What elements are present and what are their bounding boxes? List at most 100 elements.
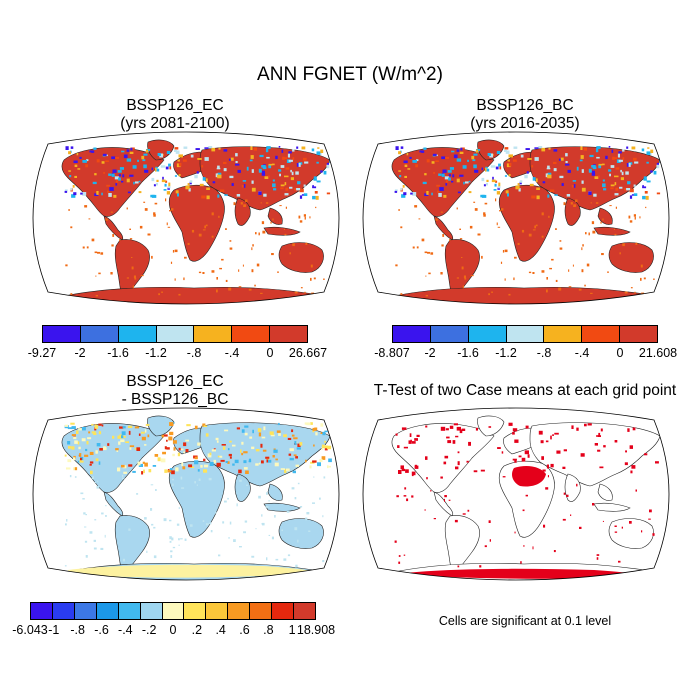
map-cell [261, 172, 266, 176]
map-cell [573, 184, 576, 188]
map-cell [91, 150, 95, 153]
map-cell [563, 449, 567, 452]
map-cell [208, 146, 213, 149]
map-cell [167, 186, 171, 189]
map-cell [236, 503, 238, 507]
map-cell [122, 477, 125, 480]
map-cell [412, 160, 417, 163]
map-cell [253, 147, 257, 151]
map-cell [221, 258, 224, 261]
map-cell [265, 202, 269, 204]
map-cell [170, 550, 173, 553]
map-cell [414, 205, 418, 208]
map-cell [486, 168, 490, 172]
map-cell [301, 194, 305, 196]
map-cell [169, 468, 173, 470]
map-cell [461, 257, 463, 258]
map-cell [114, 176, 120, 180]
map-cell [251, 269, 254, 273]
colorbar-tick-label: -.8 [536, 346, 552, 360]
map-cell [282, 156, 285, 160]
map-cell [151, 177, 155, 182]
map-cell [261, 460, 264, 464]
map-land-centralAmerica [433, 215, 454, 241]
map-cell [576, 483, 578, 487]
map-cell [296, 146, 299, 149]
map-cell [171, 537, 174, 541]
map-cell [208, 477, 212, 481]
map-cell [152, 465, 157, 467]
map-cell [395, 146, 399, 150]
map-cell [400, 187, 403, 191]
map-cell [64, 454, 67, 457]
map-cell [295, 564, 298, 568]
map-cell [173, 447, 176, 451]
colorbar-swatch [162, 603, 185, 619]
map-cell [169, 540, 172, 543]
map-cell [187, 183, 190, 186]
map-cell [169, 536, 172, 540]
map-cell [312, 186, 317, 189]
map-cell [125, 441, 129, 443]
map-cell [194, 460, 199, 465]
map-cell [641, 148, 645, 152]
map-cell [508, 422, 513, 426]
map-cell [283, 558, 287, 561]
map-cell [306, 512, 310, 515]
map-cell [105, 160, 109, 162]
map-cell [164, 446, 167, 450]
map-cell [508, 174, 511, 177]
map-cell [111, 173, 115, 177]
map-cell [139, 225, 143, 229]
map-cell [174, 147, 179, 150]
map-cell [265, 148, 269, 153]
map-cell [496, 222, 498, 226]
map-cell [438, 193, 442, 197]
map-cell [258, 232, 260, 236]
map-cell [525, 148, 530, 150]
map-cell [127, 191, 131, 194]
map-cell [268, 175, 270, 178]
map-cell [274, 515, 276, 518]
map-cell [261, 523, 264, 525]
map-cell [294, 188, 297, 191]
map-cell [164, 183, 167, 187]
map-cell [428, 272, 431, 275]
map-cell [202, 229, 206, 231]
map-cell [122, 426, 126, 429]
map-cell [206, 178, 208, 183]
map-cell [243, 451, 248, 454]
map-cell [308, 530, 311, 532]
map-cell [284, 175, 289, 178]
map-cell [203, 425, 207, 427]
map-cell [596, 146, 601, 149]
map-cell [469, 225, 473, 229]
map-cell [614, 440, 618, 443]
map-cell [598, 175, 600, 178]
map-cell [148, 469, 152, 473]
colorbar-swatch [228, 603, 251, 619]
map-cell [103, 172, 105, 174]
map-cell [70, 293, 73, 296]
map-cell [572, 264, 574, 267]
map-cell [416, 159, 419, 162]
map-cell [103, 446, 107, 451]
map-cell [558, 287, 562, 291]
map-cell [152, 194, 157, 198]
map-cell [597, 435, 601, 437]
map-cell [422, 181, 427, 185]
map-cell [313, 444, 315, 447]
map-cell [496, 150, 501, 154]
map-land-seAsia [597, 483, 613, 501]
map-cell [161, 179, 166, 183]
map-cell [244, 432, 248, 436]
map-cell [444, 498, 445, 502]
map-cell [112, 435, 115, 439]
map-cell [405, 469, 409, 473]
map-cell [527, 454, 530, 458]
map-cell [98, 431, 102, 435]
map-cell [466, 460, 469, 463]
map-cell [322, 431, 326, 436]
map-cell [589, 154, 594, 158]
map-cell [169, 431, 174, 436]
